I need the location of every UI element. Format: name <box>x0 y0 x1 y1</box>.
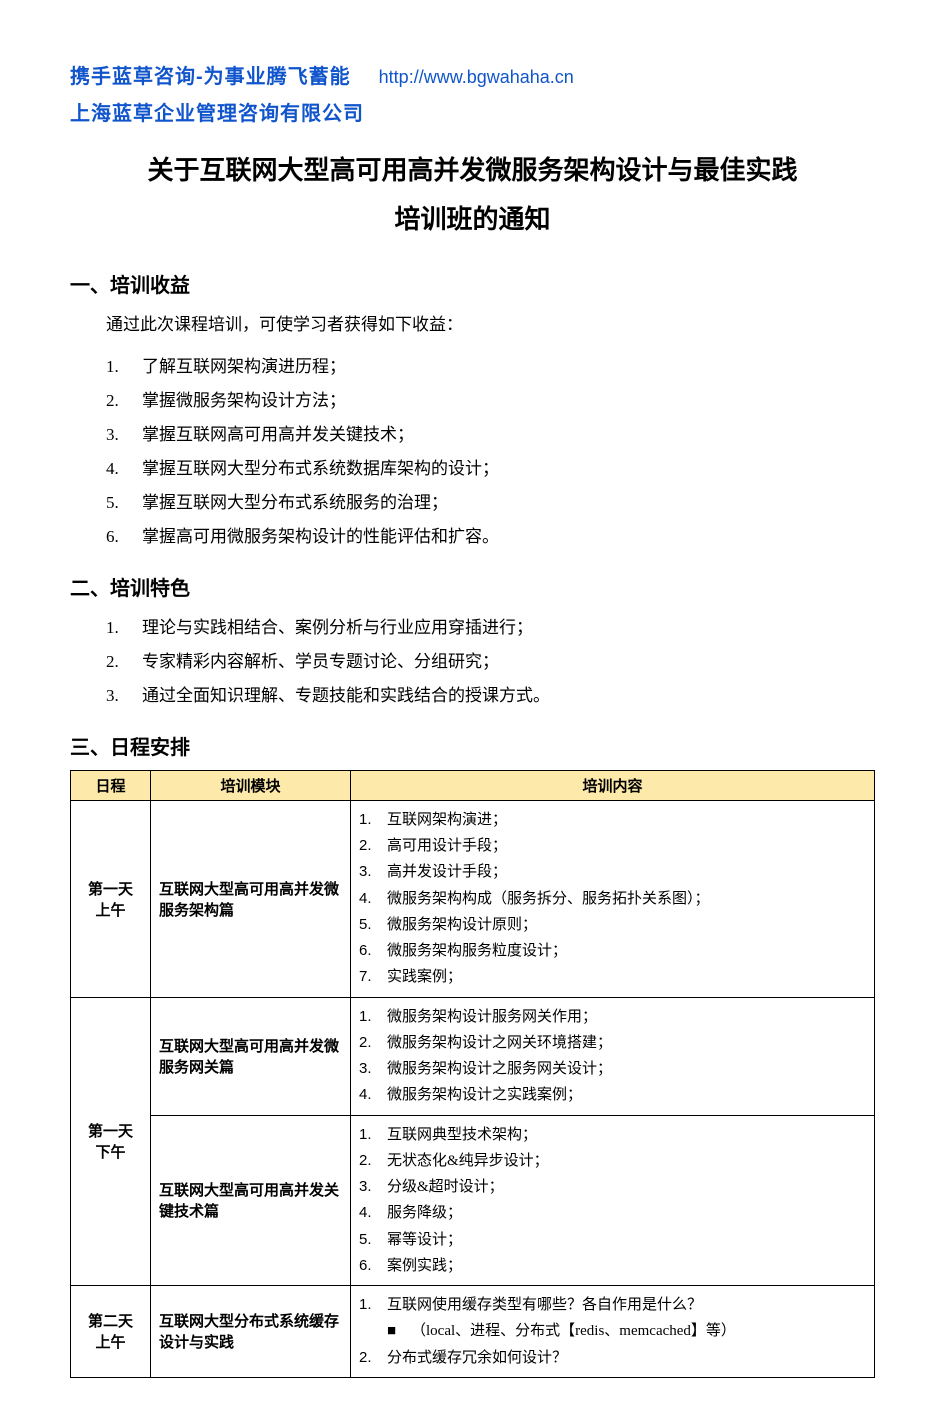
schedule-table: 日程 培训模块 培训内容 第一天上午互联网大型高可用高并发微服务架构篇1.互联网… <box>70 770 875 1378</box>
section-1-intro: 通过此次课程培训，可使学习者获得如下收益： <box>106 308 875 342</box>
section-1-heading: 一、培训收益 <box>70 269 875 298</box>
list-item: 5.掌握互联网大型分布式系统服务的治理； <box>106 486 875 520</box>
content-item: 6.案例实践； <box>359 1253 866 1279</box>
cell-module: 互联网大型高可用高并发微服务网关篇 <box>151 997 351 1115</box>
content-item: 1.微服务架构设计服务网关作用； <box>359 1004 866 1030</box>
content-item: 2.高可用设计手段； <box>359 833 866 859</box>
section-2-heading: 二、培训特色 <box>70 572 875 601</box>
table-row: 第一天下午互联网大型高可用高并发微服务网关篇1.微服务架构设计服务网关作用；2.… <box>71 997 875 1115</box>
cell-content: 1.微服务架构设计服务网关作用；2.微服务架构设计之网关环境搭建；3.微服务架构… <box>351 997 875 1115</box>
cell-content: 1.互联网使用缓存类型有哪些？各自作用是什么？■（local、进程、分布式【re… <box>351 1286 875 1378</box>
section-2-list: 1.理论与实践相结合、案例分析与行业应用穿插进行； 2.专家精彩内容解析、学员专… <box>106 611 875 713</box>
content-item: 2.无状态化&纯异步设计； <box>359 1148 866 1174</box>
list-item: 3.通过全面知识理解、专题技能和实践结合的授课方式。 <box>106 679 875 713</box>
table-row: 第二天上午互联网大型分布式系统缓存设计与实践1.互联网使用缓存类型有哪些？各自作… <box>71 1286 875 1378</box>
content-item: 6.微服务架构服务粒度设计； <box>359 938 866 964</box>
col-header-content: 培训内容 <box>351 770 875 800</box>
list-item: 2.专家精彩内容解析、学员专题讨论、分组研究； <box>106 645 875 679</box>
content-item: 2.微服务架构设计之网关环境搭建； <box>359 1030 866 1056</box>
content-item: 4.微服务架构构成（服务拆分、服务拓扑关系图）； <box>359 886 866 912</box>
list-item: 2.掌握微服务架构设计方法； <box>106 384 875 418</box>
table-header-row: 日程 培训模块 培训内容 <box>71 770 875 800</box>
content-item: 3.分级&超时设计； <box>359 1174 866 1200</box>
cell-module: 互联网大型高可用高并发关键技术篇 <box>151 1115 351 1286</box>
col-header-module: 培训模块 <box>151 770 351 800</box>
cell-day: 第一天上午 <box>71 800 151 997</box>
cell-content: 1.互联网架构演进；2.高可用设计手段；3.高并发设计手段；4.微服务架构构成（… <box>351 800 875 997</box>
title-line-2: 培训班的通知 <box>70 195 875 244</box>
content-item: 7.实践案例； <box>359 964 866 990</box>
content-item: 5.微服务架构设计原则； <box>359 912 866 938</box>
list-item: 1.了解互联网架构演进历程； <box>106 350 875 384</box>
cell-content: 1.互联网典型技术架构；2.无状态化&纯异步设计；3.分级&超时设计；4.服务降… <box>351 1115 875 1286</box>
document-header: 携手蓝草咨询-为事业腾飞蓄能 http://www.bgwahaha.cn 上海… <box>70 60 875 126</box>
content-item: 1.互联网典型技术架构； <box>359 1122 866 1148</box>
content-item: 5.幂等设计； <box>359 1227 866 1253</box>
col-header-day: 日程 <box>71 770 151 800</box>
cell-module: 互联网大型高可用高并发微服务架构篇 <box>151 800 351 997</box>
cell-day: 第一天下午 <box>71 997 151 1286</box>
list-item: 4.掌握互联网大型分布式系统数据库架构的设计； <box>106 452 875 486</box>
cell-module: 互联网大型分布式系统缓存设计与实践 <box>151 1286 351 1378</box>
title-line-1: 关于互联网大型高可用高并发微服务架构设计与最佳实践 <box>70 146 875 195</box>
list-item: 1.理论与实践相结合、案例分析与行业应用穿插进行； <box>106 611 875 645</box>
content-subitem: ■（local、进程、分布式【redis、memcached】等） <box>359 1318 866 1344</box>
section-3-heading: 三、日程安排 <box>70 731 875 760</box>
company-slogan: 携手蓝草咨询-为事业腾飞蓄能 <box>70 60 351 89</box>
list-item: 3.掌握互联网高可用高并发关键技术； <box>106 418 875 452</box>
content-item: 3.微服务架构设计之服务网关设计； <box>359 1056 866 1082</box>
list-item: 6.掌握高可用微服务架构设计的性能评估和扩容。 <box>106 520 875 554</box>
table-row: 第一天上午互联网大型高可用高并发微服务架构篇1.互联网架构演进；2.高可用设计手… <box>71 800 875 997</box>
schedule-body: 第一天上午互联网大型高可用高并发微服务架构篇1.互联网架构演进；2.高可用设计手… <box>71 800 875 1377</box>
company-url[interactable]: http://www.bgwahaha.cn <box>379 67 574 88</box>
table-row: 互联网大型高可用高并发关键技术篇1.互联网典型技术架构；2.无状态化&纯异步设计… <box>71 1115 875 1286</box>
content-item: 2.分布式缓存冗余如何设计？ <box>359 1345 866 1371</box>
section-1-list: 1.了解互联网架构演进历程； 2.掌握微服务架构设计方法； 3.掌握互联网高可用… <box>106 350 875 554</box>
content-item: 4.服务降级； <box>359 1200 866 1226</box>
content-item: 1.互联网架构演进； <box>359 807 866 833</box>
cell-day: 第二天上午 <box>71 1286 151 1378</box>
content-item: 4.微服务架构设计之实践案例； <box>359 1082 866 1108</box>
document-title: 关于互联网大型高可用高并发微服务架构设计与最佳实践 培训班的通知 <box>70 146 875 245</box>
company-name: 上海蓝草企业管理咨询有限公司 <box>70 97 875 126</box>
content-item: 3.高并发设计手段； <box>359 859 866 885</box>
content-item: 1.互联网使用缓存类型有哪些？各自作用是什么？ <box>359 1292 866 1318</box>
header-line-1: 携手蓝草咨询-为事业腾飞蓄能 http://www.bgwahaha.cn <box>70 60 875 89</box>
